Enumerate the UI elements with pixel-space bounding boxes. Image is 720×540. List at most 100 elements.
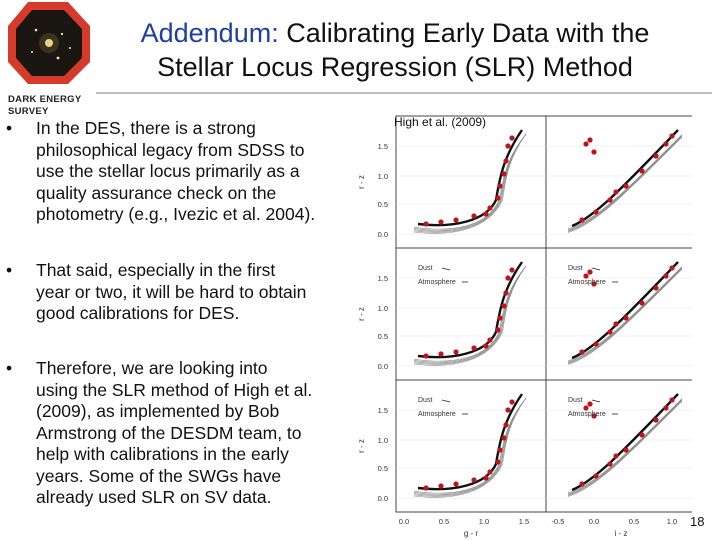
data-point (487, 469, 493, 475)
y-axis-label: r - z (357, 439, 366, 453)
density-contour (413, 133, 527, 234)
density-contour (413, 397, 527, 497)
data-point (591, 281, 597, 287)
data-point (591, 149, 597, 155)
plot-panel (545, 379, 692, 513)
legend-dust-arrow (591, 399, 601, 403)
data-point (579, 481, 585, 487)
bullet-marker: • (6, 358, 13, 378)
data-point (639, 168, 645, 174)
data-point (501, 171, 507, 177)
y-tick-label: 1.0 (378, 436, 388, 445)
bullet-line: (2009), as implemented by Bob (36, 401, 280, 421)
x-axis-label: i - z (615, 529, 628, 538)
data-point (653, 153, 659, 159)
data-point (639, 300, 645, 306)
data-point (487, 337, 493, 343)
logo-text-line1: DARK ENERGY (8, 94, 82, 105)
data-point (583, 141, 589, 147)
data-point (471, 477, 477, 483)
legend-dust-label: Dust (568, 397, 582, 404)
bullet-line: Therefore, we are looking into (36, 358, 268, 378)
bullet-line: In the DES, there is a strong (36, 118, 256, 138)
x-tick-label: -0.5 (552, 517, 565, 526)
density-contour (567, 400, 683, 497)
x-tick-label: 0.5 (629, 517, 639, 526)
slide-title: Addendum: Calibrating Early Data with th… (70, 16, 720, 84)
data-point (593, 473, 599, 479)
data-point (509, 267, 515, 273)
data-point (663, 273, 669, 279)
data-point (509, 135, 515, 141)
data-point (483, 475, 489, 481)
data-point (607, 329, 613, 335)
plot-panel (395, 115, 547, 249)
density-contour (567, 134, 683, 230)
legend-dust-label: Dust (418, 397, 432, 404)
data-point (593, 341, 599, 347)
data-point (438, 351, 444, 357)
data-point (579, 349, 585, 355)
data-point (495, 195, 501, 201)
density-contour (567, 267, 683, 363)
data-point (497, 183, 503, 189)
data-point (487, 205, 493, 211)
x-tick-label: 1.0 (479, 517, 489, 526)
y-tick-label: 0.5 (378, 200, 388, 209)
legend-dust-label: Dust (418, 265, 432, 272)
data-point (613, 189, 619, 195)
x-axis-label: g - r (464, 529, 479, 538)
density-contour (567, 136, 683, 232)
density-contour (567, 134, 683, 231)
density-contour (413, 133, 527, 232)
y-axis-label: r - z (357, 307, 366, 321)
y-tick-label: 1.0 (378, 172, 388, 181)
page-number: 18 (690, 514, 705, 529)
stellar-locus-line (417, 261, 523, 359)
x-tick-label: 0.5 (439, 517, 449, 526)
data-point (505, 275, 511, 281)
density-contour (567, 135, 683, 231)
density-contour (413, 397, 527, 498)
density-contour (413, 133, 527, 231)
y-tick-label: 0.5 (378, 464, 388, 473)
data-point (453, 349, 459, 355)
density-contour (413, 397, 527, 495)
data-point (623, 315, 629, 321)
data-point (453, 217, 459, 223)
data-point (501, 303, 507, 309)
plot-panel (545, 247, 692, 381)
legend-dust-label: Dust (568, 265, 582, 272)
data-point (653, 417, 659, 423)
legend-dust-arrow (441, 267, 451, 271)
y-tick-label: 1.5 (378, 142, 388, 151)
density-contour (567, 399, 683, 495)
y-tick-label: 1.0 (378, 304, 388, 313)
title-accent: Addendum: (140, 18, 279, 48)
dark-energy-survey-logo (8, 0, 98, 84)
bullet-text: In the DES, there is a strong philosophi… (36, 118, 362, 226)
data-point (503, 422, 509, 428)
bullet-line: years. Some of the SWGs have (36, 465, 282, 486)
data-point (593, 209, 599, 215)
x-tick-label: 1.5 (519, 517, 529, 526)
bullet-line: using the SLR method of High et al. (36, 379, 313, 400)
bullet-line: photometry (e.g., Ivezic et al. 2004). (36, 204, 316, 224)
bullet-marker: • (6, 260, 13, 280)
legend-dust-arrow (591, 267, 601, 271)
y-tick-label: 0.0 (378, 230, 388, 239)
data-point (423, 221, 429, 227)
data-point (497, 315, 503, 321)
data-point (483, 211, 489, 217)
data-point (587, 269, 593, 275)
data-point (583, 273, 589, 279)
y-tick-label: 0.5 (378, 332, 388, 341)
data-point (579, 217, 585, 223)
x-tick-label: 0.0 (399, 517, 409, 526)
title-divider (96, 92, 712, 94)
density-contour (413, 133, 527, 233)
density-contour (567, 268, 683, 364)
data-point (471, 345, 477, 351)
data-point (423, 353, 429, 359)
data-point (587, 137, 593, 143)
